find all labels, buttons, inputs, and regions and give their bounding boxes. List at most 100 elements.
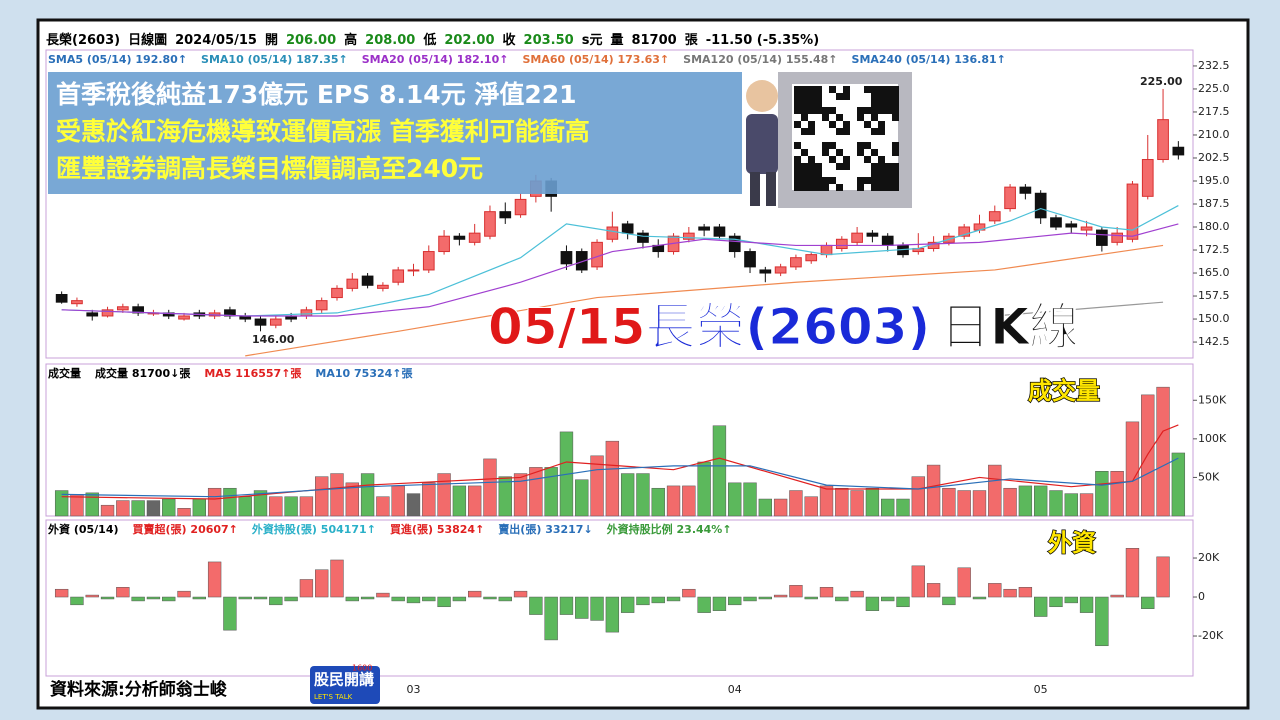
qr-cell xyxy=(871,163,878,170)
qr-cell xyxy=(871,114,878,121)
net-bar xyxy=(789,585,803,598)
candle-body xyxy=(438,235,450,253)
qr-cell xyxy=(878,177,885,184)
qr-cell xyxy=(822,107,829,114)
qr-cell xyxy=(829,107,836,114)
volume-bar xyxy=(1079,493,1094,517)
candle-body xyxy=(1096,229,1108,246)
volume-bar xyxy=(483,458,497,517)
news-box xyxy=(48,72,742,194)
candle-body xyxy=(790,257,802,268)
volume-bar xyxy=(697,461,711,517)
candle-body xyxy=(606,226,619,240)
qr-cell xyxy=(864,142,871,149)
header-item: 高 xyxy=(344,32,357,48)
net-bar xyxy=(177,590,191,598)
volume-bar xyxy=(192,498,206,517)
y-tick-label: -20K xyxy=(1198,629,1224,642)
net-bar xyxy=(575,596,589,619)
net-bar xyxy=(238,596,252,600)
net-bar xyxy=(911,565,925,598)
volume-bar xyxy=(376,496,390,517)
net-bar xyxy=(942,596,956,606)
qr-cell xyxy=(808,100,815,107)
volume-bar xyxy=(789,490,803,517)
candle-body xyxy=(422,251,435,271)
candle-body xyxy=(1034,192,1047,219)
candle-body xyxy=(300,309,313,317)
qr-cell xyxy=(801,149,808,156)
net-bar xyxy=(804,596,818,600)
net-bar xyxy=(651,596,665,604)
qr-cell xyxy=(885,177,892,184)
legend-item: SMA5 (05/14) 192.80↑ xyxy=(48,53,187,66)
title-code: (2603) xyxy=(745,298,930,356)
candle-body xyxy=(1050,217,1062,228)
volume-bar xyxy=(330,473,344,517)
qr-cell xyxy=(829,142,836,149)
qr-cell xyxy=(801,100,808,107)
ma-line xyxy=(245,244,1164,357)
volume-bar xyxy=(1034,485,1048,517)
chart-title: 05/15長榮(2603) 日K線 xyxy=(488,298,1079,356)
volume-bar xyxy=(468,485,482,517)
net-bar xyxy=(299,579,314,598)
volume-bar xyxy=(544,467,558,517)
legend-item: SMA60 (05/14) 173.63↑ xyxy=(522,53,669,66)
volume-bar xyxy=(1171,452,1186,517)
net-bar xyxy=(253,596,268,600)
volume-bar xyxy=(146,500,161,517)
candle-body xyxy=(575,251,588,271)
volume-bar xyxy=(177,508,191,517)
net-bar xyxy=(1110,594,1124,598)
legend-item: 成交量 xyxy=(48,366,81,380)
qr-cell xyxy=(794,93,801,100)
qr-cell xyxy=(801,163,808,170)
news-line: 受惠於紅海危機導致運價高漲 首季獲利可能衝高 xyxy=(56,117,590,146)
qr-cell xyxy=(815,107,822,114)
volume-bar xyxy=(207,487,222,517)
net-bar xyxy=(315,569,329,598)
qr-cell xyxy=(885,170,892,177)
qr-cell xyxy=(871,177,878,184)
volume-bar xyxy=(238,496,252,517)
volume-bar xyxy=(315,476,329,517)
qr-cell xyxy=(801,170,808,177)
ma-line xyxy=(994,301,1164,317)
header-item: 日線圖 xyxy=(128,32,167,48)
volume-bar xyxy=(620,473,635,517)
title-kind: 日K線 xyxy=(940,298,1079,356)
qr-cell xyxy=(794,86,801,93)
net-bar xyxy=(972,596,987,600)
qr-code xyxy=(792,84,899,191)
net-bar xyxy=(452,596,467,602)
qr-cell xyxy=(857,114,864,121)
qr-cell xyxy=(878,163,885,170)
candle-body xyxy=(468,232,481,243)
qr-cell xyxy=(871,93,878,100)
qr-cell xyxy=(836,114,843,121)
net-bar xyxy=(743,596,757,602)
legend-item: SMA10 (05/14) 187.35↑ xyxy=(201,53,348,66)
qr-cell xyxy=(878,184,885,191)
x-tick-label: 03 xyxy=(406,683,420,696)
qr-cell xyxy=(815,170,822,177)
qr-cell xyxy=(801,107,808,114)
net-bar xyxy=(85,594,99,598)
legend-item: SMA120 (05/14) 155.48↑ xyxy=(683,53,837,66)
y-tick-label: 180.0 xyxy=(1198,220,1230,233)
qr-cell xyxy=(829,121,836,128)
qr-cell xyxy=(864,86,871,93)
net-bar xyxy=(1156,556,1170,598)
net-bar xyxy=(146,596,161,600)
analyst-avatar xyxy=(746,80,778,206)
candle-body xyxy=(86,312,99,317)
volume-bar xyxy=(773,498,788,517)
volume-bar xyxy=(1018,485,1033,517)
candle-body xyxy=(759,269,772,274)
qr-cell xyxy=(815,177,822,184)
candle-body xyxy=(499,211,512,219)
candle-body xyxy=(346,278,359,289)
volume-bar xyxy=(835,487,849,517)
qr-cell xyxy=(878,170,885,177)
